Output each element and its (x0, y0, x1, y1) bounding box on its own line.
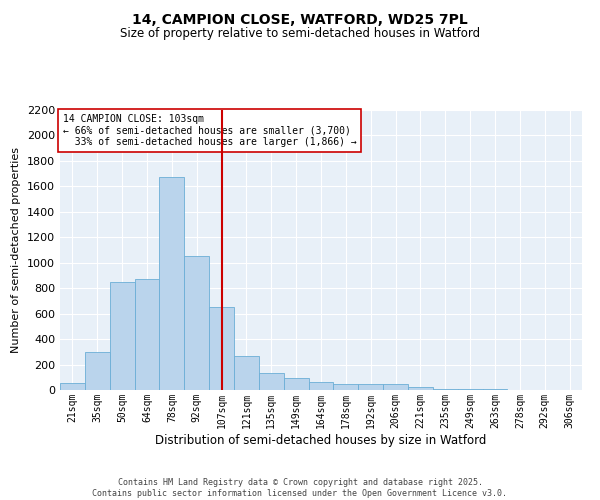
Bar (284, 378, 308, 390)
Text: 14, CAMPION CLOSE, WATFORD, WD25 7PL: 14, CAMPION CLOSE, WATFORD, WD25 7PL (132, 12, 468, 26)
Text: Contains HM Land Registry data © Crown copyright and database right 2025.
Contai: Contains HM Land Registry data © Crown c… (92, 478, 508, 498)
Bar (358, 384, 383, 390)
Bar (184, 256, 209, 390)
X-axis label: Distribution of semi-detached houses by size in Watford: Distribution of semi-detached houses by … (155, 434, 487, 446)
Y-axis label: Number of semi-detached properties: Number of semi-detached properties (11, 147, 22, 353)
Bar (259, 374, 284, 390)
Text: Size of property relative to semi-detached houses in Watford: Size of property relative to semi-detach… (120, 28, 480, 40)
Bar (160, 178, 184, 390)
Bar (383, 384, 408, 390)
Bar (234, 356, 259, 390)
Bar (134, 280, 160, 390)
Bar (85, 352, 110, 390)
Text: 14 CAMPION CLOSE: 103sqm
← 66% of semi-detached houses are smaller (3,700)
  33%: 14 CAMPION CLOSE: 103sqm ← 66% of semi-d… (62, 114, 356, 148)
Bar (209, 308, 234, 390)
Bar (408, 387, 433, 390)
Bar (308, 382, 334, 390)
Bar (110, 282, 134, 390)
Bar (334, 384, 358, 390)
Bar (60, 383, 85, 390)
